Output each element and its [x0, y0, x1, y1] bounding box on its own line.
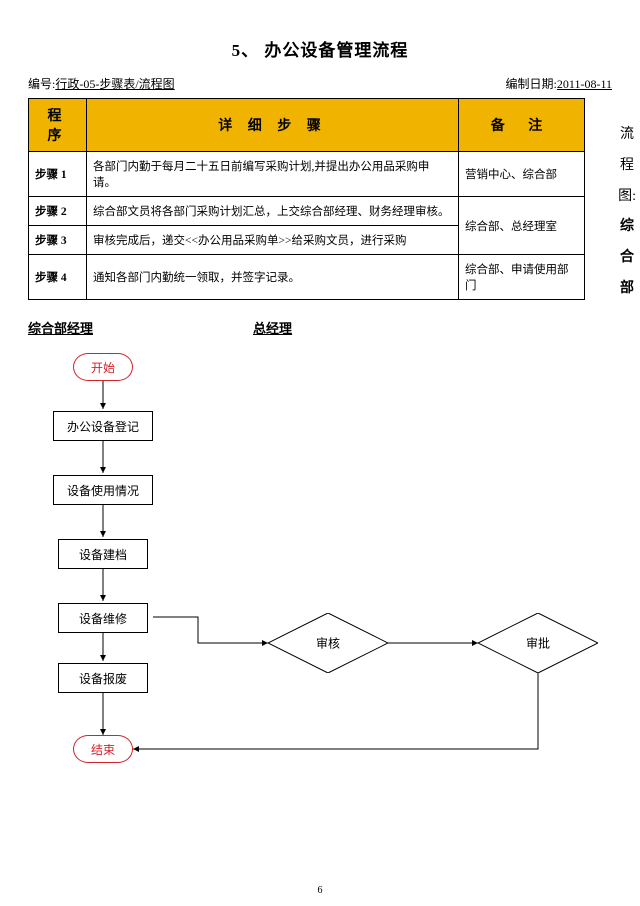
- doc-date: 编制日期:2011-08-11: [506, 75, 612, 92]
- th-detail: 详 细 步 骤: [87, 99, 459, 152]
- cell-note: 综合部、申请使用部门: [459, 255, 585, 300]
- node-review-label: 审核: [268, 635, 388, 652]
- side-label-char: 流: [618, 120, 636, 151]
- node-approve: 审批: [478, 613, 598, 673]
- table-row: 步骤 1 各部门内勤于每月二十五日前编写采购计划,并提出办公用品采购申请。 营销…: [29, 152, 585, 197]
- node-approve-label: 审批: [478, 635, 598, 652]
- th-step: 程 序: [29, 99, 87, 152]
- side-label-char: 部: [618, 274, 636, 305]
- side-label: 流 程 图: 综 合 部: [618, 120, 636, 305]
- cell-detail: 各部门内勤于每月二十五日前编写采购计划,并提出办公用品采购申请。: [87, 152, 459, 197]
- side-label-char: 图:: [618, 182, 636, 213]
- table-row: 步骤 2 综合部文员将各部门采购计划汇总，上交综合部经理、财务经理审核。 综合部…: [29, 197, 585, 226]
- cell-detail: 综合部文员将各部门采购计划汇总，上交综合部经理、财务经理审核。: [87, 197, 459, 226]
- node-usage: 设备使用情况: [53, 475, 153, 505]
- side-label-char: 程: [618, 151, 636, 182]
- node-scrap: 设备报废: [58, 663, 148, 693]
- table-row: 步骤 4 通知各部门内勤统一领取，并签字记录。 综合部、申请使用部门: [29, 255, 585, 300]
- cell-note: 综合部、总经理室: [459, 197, 585, 255]
- cell-step: 步骤 3: [29, 226, 87, 255]
- th-note: 备 注: [459, 99, 585, 152]
- doc-number-value: 行政-05-步骤表/流程图: [55, 77, 174, 91]
- cell-note: 营销中心、综合部: [459, 152, 585, 197]
- flowchart: 开始 办公设备登记 设备使用情况 设备建档 设备维修 设备报废 结束 审核 审批: [28, 343, 612, 813]
- cell-detail: 审核完成后，递交<<办公用品采购单>>给采购文员，进行采购: [87, 226, 459, 255]
- node-register: 办公设备登记: [53, 411, 153, 441]
- steps-table: 程 序 详 细 步 骤 备 注 步骤 1 各部门内勤于每月二十五日前编写采购计划…: [28, 98, 585, 300]
- doc-date-value: 2011-08-11: [557, 77, 612, 91]
- node-review: 审核: [268, 613, 388, 673]
- page-title: 5、 办公设备管理流程: [28, 36, 612, 61]
- node-archive: 设备建档: [58, 539, 148, 569]
- meta-row: 编号:行政-05-步骤表/流程图 编制日期:2011-08-11: [28, 75, 612, 92]
- node-end: 结束: [73, 735, 133, 763]
- flow-header-left: 综合部经理: [28, 321, 93, 336]
- flow-header-right: 总经理: [253, 321, 292, 336]
- cell-detail: 通知各部门内勤统一领取，并签字记录。: [87, 255, 459, 300]
- doc-date-label: 编制日期:: [506, 77, 557, 91]
- doc-number-label: 编号:: [28, 77, 55, 91]
- side-label-char: 合: [618, 243, 636, 274]
- page-number: 6: [0, 885, 640, 896]
- cell-step: 步骤 1: [29, 152, 87, 197]
- side-label-char: 综: [618, 212, 636, 243]
- node-start: 开始: [73, 353, 133, 381]
- node-repair: 设备维修: [58, 603, 148, 633]
- doc-number: 编号:行政-05-步骤表/流程图: [28, 75, 175, 92]
- cell-step: 步骤 4: [29, 255, 87, 300]
- flow-header: 综合部经理 总经理: [28, 318, 612, 337]
- cell-step: 步骤 2: [29, 197, 87, 226]
